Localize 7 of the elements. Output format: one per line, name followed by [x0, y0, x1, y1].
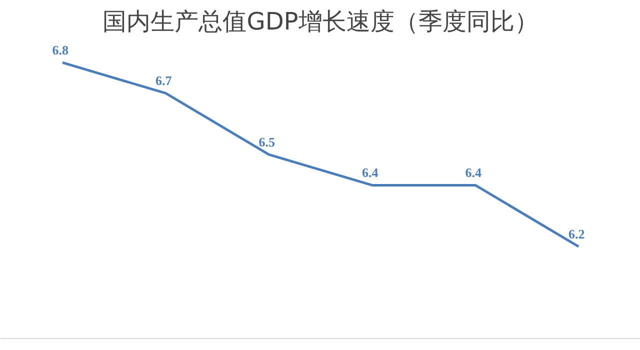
data-label: 6.4	[362, 165, 379, 180]
data-label: 6.8	[52, 42, 70, 58]
data-label: 6.5	[258, 134, 276, 150]
data-label: 6.7	[156, 73, 172, 88]
data-label: 6.4	[465, 165, 482, 180]
data-label: 6.2	[568, 226, 585, 242]
chart-title: 国内生产总值GDP增长速度（季度同比）	[102, 8, 538, 36]
